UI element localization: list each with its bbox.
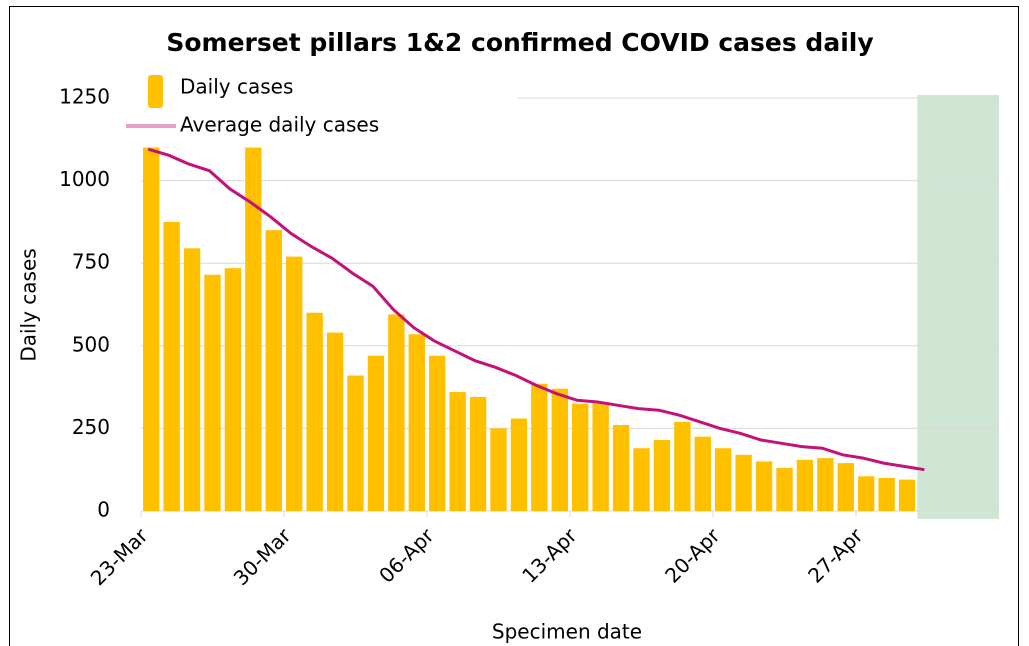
legend-label: Daily cases xyxy=(180,75,293,99)
bar xyxy=(551,388,568,511)
legend-background xyxy=(118,70,518,140)
bar xyxy=(531,383,548,511)
bar xyxy=(367,355,385,511)
bar xyxy=(735,454,752,511)
y-tick-label: 750 xyxy=(72,250,110,274)
bar xyxy=(694,436,711,511)
bar xyxy=(163,221,180,511)
chart-title: Somerset pillars 1&2 confirmed COVID cas… xyxy=(166,28,873,57)
bar xyxy=(674,421,691,511)
bar xyxy=(449,392,466,511)
bar xyxy=(204,274,221,511)
bar xyxy=(510,418,528,511)
bar xyxy=(143,147,160,511)
legend-swatch xyxy=(148,75,163,108)
y-tick-label: 0 xyxy=(97,498,110,522)
bar xyxy=(347,375,364,511)
bar xyxy=(776,468,793,511)
bar xyxy=(898,479,916,511)
y-tick-label: 250 xyxy=(72,415,110,439)
bar xyxy=(429,355,446,511)
bar xyxy=(388,314,405,511)
bar xyxy=(490,428,507,511)
bar xyxy=(715,448,732,511)
incomplete-data-shade xyxy=(917,95,999,519)
bar xyxy=(572,403,589,511)
y-tick-label: 1250 xyxy=(59,85,110,109)
bar xyxy=(245,147,262,511)
bar xyxy=(858,476,875,511)
bar xyxy=(796,459,814,511)
bar xyxy=(612,425,630,511)
y-tick-label: 500 xyxy=(72,332,110,356)
bar xyxy=(592,403,609,511)
bar xyxy=(286,256,303,511)
bar xyxy=(837,463,854,511)
bar xyxy=(653,439,671,511)
bar xyxy=(633,448,650,511)
bar xyxy=(224,268,242,511)
bar xyxy=(265,230,282,511)
y-axis-title: Daily cases xyxy=(17,248,41,361)
y-tick-label: 1000 xyxy=(59,167,110,191)
bar xyxy=(306,312,323,511)
bar xyxy=(878,477,895,511)
bar xyxy=(469,397,487,511)
bar xyxy=(408,334,425,511)
bar xyxy=(326,332,344,511)
x-axis-title: Specimen date xyxy=(492,620,642,644)
bar xyxy=(817,458,834,511)
legend-label: Average daily cases xyxy=(180,113,379,137)
bar xyxy=(183,248,201,511)
bar xyxy=(755,461,773,511)
average-line xyxy=(147,147,925,472)
